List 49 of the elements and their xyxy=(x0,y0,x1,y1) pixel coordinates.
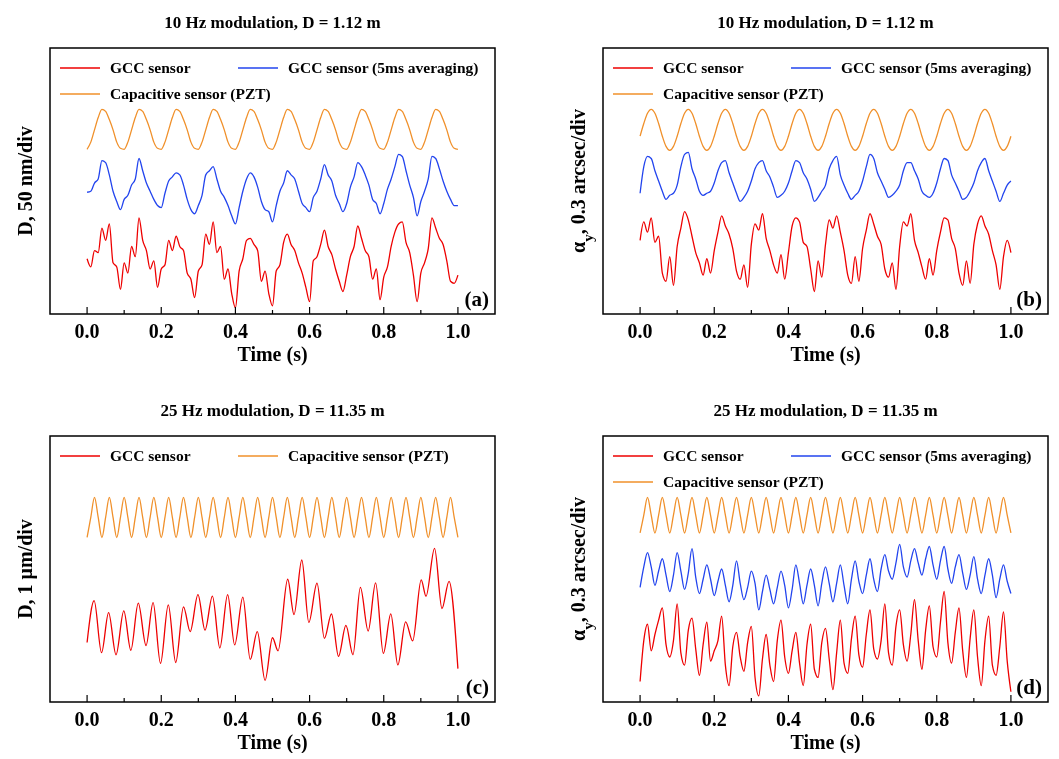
x-tick-label: 0.0 xyxy=(627,320,653,342)
x-axis-title: Time (s) xyxy=(790,731,861,754)
x-tick-label: 0.8 xyxy=(371,320,397,342)
legend-label: GCC sensor (5ms averaging) xyxy=(841,59,1032,77)
x-tick-label: 0.4 xyxy=(775,708,801,730)
x-tick-label: 0.8 xyxy=(371,708,397,730)
x-tick-label: 0.6 xyxy=(850,320,876,342)
x-tick-label: 0.8 xyxy=(924,320,950,342)
x-tick-label: 0.6 xyxy=(297,708,323,730)
y-axis-title: D, 50 nm/div xyxy=(14,126,36,236)
x-tick-label: 0.4 xyxy=(222,320,248,342)
legend-label: Capacitive sensor (PZT) xyxy=(663,473,824,491)
chart-title: 25 Hz modulation, D = 11.35 m xyxy=(713,401,938,420)
x-tick-label: 1.0 xyxy=(998,320,1024,342)
legend-label: Capacitive sensor (PZT) xyxy=(110,85,271,103)
annotation: (a) xyxy=(464,287,489,311)
x-tick-label: 0.4 xyxy=(775,320,801,342)
legend-label: GCC sensor xyxy=(663,447,744,464)
x-tick-label: 0.2 xyxy=(701,708,727,730)
annotation: (b) xyxy=(1016,287,1042,311)
annotation: (d) xyxy=(1016,675,1042,699)
x-tick-label: 0.8 xyxy=(924,708,950,730)
y-axis-title: D, 1 μm/div xyxy=(14,519,37,619)
chart-title: 10 Hz modulation, D = 1.12 m xyxy=(164,13,381,32)
x-tick-label: 1.0 xyxy=(445,708,471,730)
x-tick-label: 0.2 xyxy=(148,708,174,730)
x-tick-label: 0.2 xyxy=(148,320,174,342)
x-tick-label: 1.0 xyxy=(998,708,1024,730)
annotation: (c) xyxy=(465,675,489,699)
legend-label: Capacitive sensor (PZT) xyxy=(663,85,824,103)
x-tick-label: 0.0 xyxy=(627,708,653,730)
chart-title: 25 Hz modulation, D = 11.35 m xyxy=(160,401,385,420)
x-tick-label: 0.4 xyxy=(222,708,248,730)
x-axis-title: Time (s) xyxy=(790,343,861,366)
legend-label: GCC sensor (5ms averaging) xyxy=(288,59,479,77)
x-axis-title: Time (s) xyxy=(237,731,308,754)
chart-title: 10 Hz modulation, D = 1.12 m xyxy=(717,13,934,32)
legend-label: Capacitive sensor (PZT) xyxy=(288,447,449,465)
x-axis-title: Time (s) xyxy=(237,343,308,366)
x-tick-label: 0.0 xyxy=(74,708,100,730)
legend-label: GCC sensor (5ms averaging) xyxy=(841,447,1032,465)
x-tick-label: 1.0 xyxy=(445,320,471,342)
x-tick-label: 0.6 xyxy=(850,708,876,730)
legend-label: GCC sensor xyxy=(110,447,191,464)
x-tick-label: 0.0 xyxy=(74,320,100,342)
legend-label: GCC sensor xyxy=(110,59,191,76)
legend-label: GCC sensor xyxy=(663,59,744,76)
x-tick-label: 0.6 xyxy=(297,320,323,342)
x-tick-label: 0.2 xyxy=(701,320,727,342)
